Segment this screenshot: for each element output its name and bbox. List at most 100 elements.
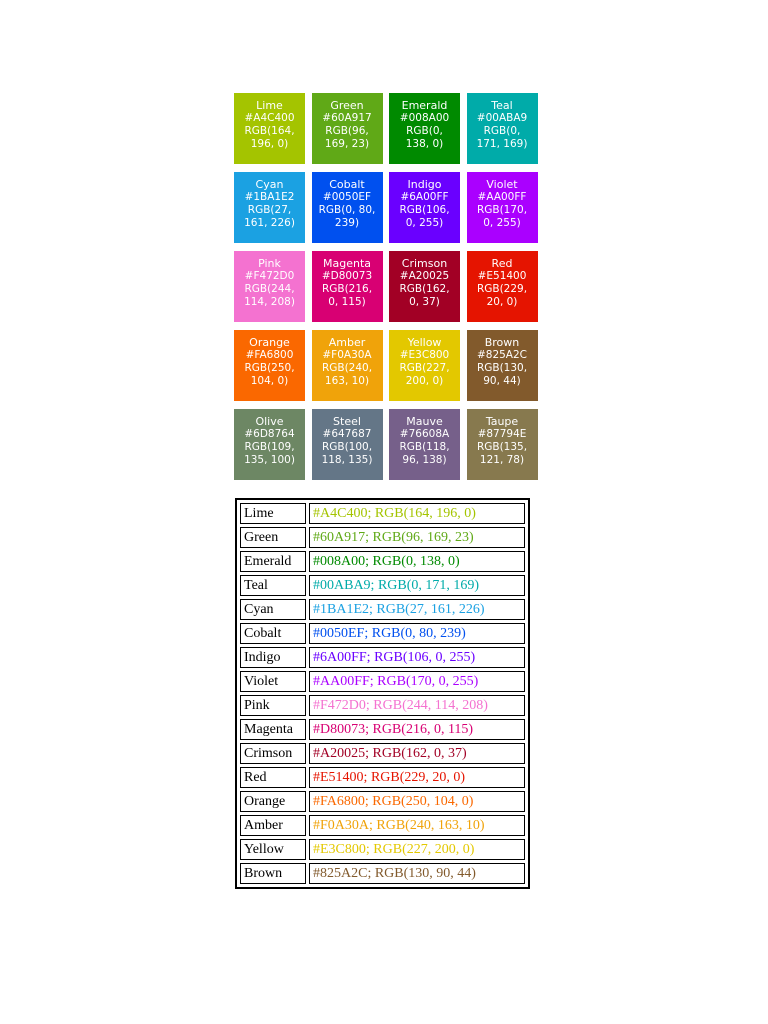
color-name-cell: Magenta bbox=[240, 719, 306, 740]
color-value-cell: #FA6800; RGB(250, 104, 0) bbox=[309, 791, 525, 812]
color-name-cell: Orange bbox=[240, 791, 306, 812]
swatch-name-label: Lime bbox=[256, 99, 283, 112]
color-value-cell: #D80073; RGB(216, 0, 115) bbox=[309, 719, 525, 740]
swatch-rgb-label: 20, 0) bbox=[486, 296, 518, 308]
color-name-cell: Pink bbox=[240, 695, 306, 716]
swatch-rgb-label: RGB(130, bbox=[476, 362, 528, 374]
color-value-cell: #0050EF; RGB(0, 80, 239) bbox=[309, 623, 525, 644]
table-row: Orange #FA6800; RGB(250, 104, 0) bbox=[240, 791, 525, 812]
table-row: Crimson #A20025; RGB(162, 0, 37) bbox=[240, 743, 525, 764]
swatch-name-label: Cyan bbox=[255, 178, 284, 191]
color-table-container: Lime #A4C400; RGB(164, 196, 0) Green #60A91… bbox=[235, 498, 530, 889]
table-row: Violet #AA00FF; RGB(170, 0, 255) bbox=[240, 671, 525, 692]
swatch-hex-label: #6D8764 bbox=[244, 428, 295, 440]
color-value-cell: #A20025; RGB(162, 0, 37) bbox=[309, 743, 525, 764]
swatch-hex-label: #AA00FF bbox=[477, 191, 527, 203]
swatch-rgb-label: 114, 208) bbox=[244, 296, 295, 308]
swatch-rgb-label: 0, 255) bbox=[483, 217, 521, 229]
swatch-rgb-label: RGB(27, bbox=[247, 204, 292, 216]
swatch-rgb-label: RGB(135, bbox=[476, 441, 528, 453]
swatch-rgb-label: 118, 135) bbox=[321, 454, 373, 466]
swatch-teal: Teal #00ABA9 RGB(0, 171, 169) bbox=[466, 93, 538, 164]
swatch-hex-label: #D80073 bbox=[321, 270, 373, 282]
table-row: Amber #F0A30A; RGB(240, 163, 10) bbox=[240, 815, 525, 836]
swatch-rgb-label: RGB(0, 80, bbox=[318, 204, 376, 216]
swatch-magenta: Magenta #D80073 RGB(216, 0, 115) bbox=[311, 251, 383, 322]
swatch-rgb-label: RGB(96, bbox=[325, 125, 369, 137]
color-table: Lime #A4C400; RGB(164, 196, 0) Green #60A91… bbox=[235, 498, 530, 889]
swatch-rgb-label: 0, 115) bbox=[328, 296, 366, 308]
swatch-rgb-label: RGB(240, bbox=[321, 362, 373, 374]
color-name-cell: Emerald bbox=[240, 551, 306, 572]
swatch-rgb-label: 138, 0) bbox=[405, 138, 444, 150]
table-row: Emerald #008A00; RGB(0, 138, 0) bbox=[240, 551, 525, 572]
swatch-pink: Pink #F472D0 RGB(244, 114, 208) bbox=[234, 251, 305, 322]
color-name-cell: Lime bbox=[240, 503, 306, 524]
swatch-rgb-label: RGB(118, bbox=[399, 441, 450, 453]
swatch-cyan: Cyan #1BA1E2 RGB(27, 161, 226) bbox=[234, 172, 305, 243]
table-row: Cobalt #0050EF; RGB(0, 80, 239) bbox=[240, 623, 525, 644]
swatch-hex-label: #A20025 bbox=[399, 270, 450, 282]
swatch-red: Red #E51400 RGB(229, 20, 0) bbox=[466, 251, 538, 322]
swatch-name-label: Green bbox=[330, 99, 364, 112]
color-value-cell: #A4C400; RGB(164, 196, 0) bbox=[309, 503, 525, 524]
swatch-hex-label: #A4C400 bbox=[244, 112, 295, 124]
color-value-cell: #60A917; RGB(96, 169, 23) bbox=[309, 527, 525, 548]
swatch-rgb-label: 135, 100) bbox=[244, 454, 295, 466]
color-value-cell: #825A2C; RGB(130, 90, 44) bbox=[309, 863, 525, 884]
color-value-cell: #F0A30A; RGB(240, 163, 10) bbox=[309, 815, 525, 836]
swatch-name-label: Orange bbox=[249, 336, 290, 349]
swatch-cobalt: Cobalt #0050EF RGB(0, 80, 239) bbox=[311, 172, 383, 243]
swatch-rgb-label: 121, 78) bbox=[479, 454, 525, 466]
swatch-hex-label: #6A00FF bbox=[400, 191, 449, 203]
swatch-amber: Amber #F0A30A RGB(240, 163, 10) bbox=[311, 330, 383, 401]
swatch-hex-label: #FA6800 bbox=[245, 349, 294, 361]
swatch-rgb-label: RGB(109, bbox=[244, 441, 295, 453]
swatch-hex-label: #87794E bbox=[477, 428, 527, 440]
swatch-indigo: Indigo #6A00FF RGB(106, 0, 255) bbox=[389, 172, 460, 243]
swatch-brown: Brown #825A2C RGB(130, 90, 44) bbox=[466, 330, 538, 401]
color-value-cell: #1BA1E2; RGB(27, 161, 226) bbox=[309, 599, 525, 620]
swatch-rgb-label: 239) bbox=[334, 217, 360, 229]
swatch-rgb-label: RGB(250, bbox=[244, 362, 295, 374]
color-table-body: Lime #A4C400; RGB(164, 196, 0) Green #60A91… bbox=[240, 503, 525, 884]
swatch-green: Green #60A917 RGB(96, 169, 23) bbox=[311, 93, 383, 164]
swatch-orange: Orange #FA6800 RGB(250, 104, 0) bbox=[234, 330, 305, 401]
color-swatch-grid: Lime #A4C400 RGB(164, 196, 0) Green #60A917 RG… bbox=[234, 93, 538, 480]
color-name-cell: Brown bbox=[240, 863, 306, 884]
swatch-rgb-label: RGB(170, bbox=[476, 204, 528, 216]
color-name-cell: Crimson bbox=[240, 743, 306, 764]
swatch-rgb-label: 169, 23) bbox=[324, 138, 370, 150]
swatch-rgb-label: 96, 138) bbox=[402, 454, 447, 466]
color-value-cell: #008A00; RGB(0, 138, 0) bbox=[309, 551, 525, 572]
swatch-yellow: Yellow #E3C800 RGB(227, 200, 0) bbox=[389, 330, 460, 401]
table-row: Indigo #6A00FF; RGB(106, 0, 255) bbox=[240, 647, 525, 668]
swatch-rgb-label: 171, 169) bbox=[476, 138, 528, 150]
swatch-rgb-label: 163, 10) bbox=[324, 375, 370, 387]
color-name-cell: Green bbox=[240, 527, 306, 548]
swatch-hex-label: #76608A bbox=[399, 428, 450, 440]
swatch-rgb-label: 0, 255) bbox=[405, 217, 444, 229]
table-row: Magenta #D80073; RGB(216, 0, 115) bbox=[240, 719, 525, 740]
swatch-lime: Lime #A4C400 RGB(164, 196, 0) bbox=[234, 93, 305, 164]
color-name-cell: Indigo bbox=[240, 647, 306, 668]
color-value-cell: #F472D0; RGB(244, 114, 208) bbox=[309, 695, 525, 716]
swatch-rgb-label: 90, 44) bbox=[483, 375, 521, 387]
swatch-name-label: Emerald bbox=[401, 99, 448, 112]
color-name-cell: Amber bbox=[240, 815, 306, 836]
swatch-name-label: Amber bbox=[328, 336, 366, 349]
swatch-name-label: Pink bbox=[258, 257, 281, 270]
swatch-rgb-label: RGB(0, bbox=[483, 125, 521, 137]
table-row: Lime #A4C400; RGB(164, 196, 0) bbox=[240, 503, 525, 524]
swatch-olive: Olive #6D8764 RGB(109, 135, 100) bbox=[234, 409, 305, 480]
swatch-name-label: Brown bbox=[484, 336, 520, 349]
swatch-hex-label: #647687 bbox=[322, 428, 372, 440]
swatch-rgb-label: RGB(227, bbox=[399, 362, 450, 374]
swatch-rgb-label: 104, 0) bbox=[250, 375, 289, 387]
swatch-rgb-label: RGB(162, bbox=[399, 283, 450, 295]
swatch-rgb-label: 196, 0) bbox=[250, 138, 289, 150]
swatch-hex-label: #60A917 bbox=[322, 112, 372, 124]
swatch-crimson: Crimson #A20025 RGB(162, 0, 37) bbox=[389, 251, 460, 322]
table-row: Teal #00ABA9; RGB(0, 171, 169) bbox=[240, 575, 525, 596]
color-name-cell: Cyan bbox=[240, 599, 306, 620]
